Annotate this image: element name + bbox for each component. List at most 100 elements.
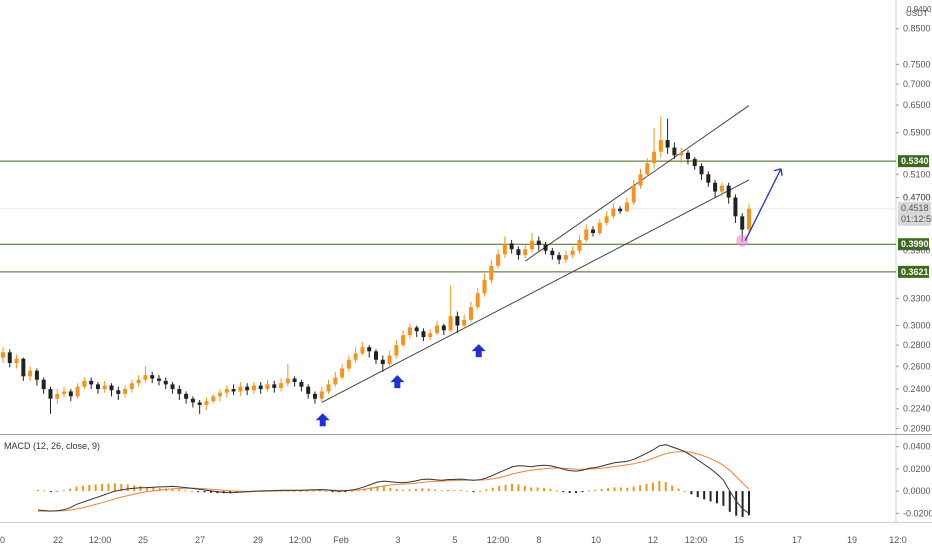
candle-body (468, 307, 473, 320)
macd-histogram-bar (453, 490, 456, 492)
candle-body (618, 208, 623, 212)
macd-histogram-bar (664, 482, 667, 492)
trendlines (321, 105, 750, 403)
macd-histogram-bar (62, 490, 65, 492)
macd-histogram-bar (312, 490, 315, 492)
macd-histogram-bar (197, 491, 200, 493)
candle-body (218, 392, 223, 397)
candle-body (401, 335, 406, 346)
candle-body (360, 347, 365, 354)
macd-histogram-bar (81, 485, 84, 492)
macd-histogram-bar (427, 488, 430, 492)
candle-body (591, 229, 596, 234)
candle-body (367, 347, 372, 352)
candle-body (374, 351, 378, 360)
candle-body (14, 358, 19, 363)
time-tick-label: 12:00 (89, 535, 112, 545)
time-tick-label: 12:0 (889, 535, 907, 545)
candle-body (713, 182, 718, 192)
macd-histogram-bar (235, 491, 238, 493)
macd-histogram-bar (632, 486, 635, 492)
candle-body (740, 216, 745, 230)
trendline-upper (524, 105, 750, 262)
candle-body (251, 385, 256, 391)
candle-body (624, 202, 629, 212)
macd-tick-label: 0.0400 (903, 442, 931, 452)
candle-body (509, 243, 514, 250)
candle-body (156, 378, 161, 381)
macd-histogram-bar (568, 491, 571, 493)
macd-histogram-bar (376, 486, 379, 492)
candle-body (211, 396, 216, 402)
candle-body (448, 316, 453, 331)
candle-body (224, 389, 229, 393)
macd-signal-line (38, 451, 750, 512)
macd-histogram-bar (677, 488, 680, 492)
macd-histogram-bar (318, 490, 321, 492)
price-tick-label: 0.2400 (903, 384, 931, 394)
macd-line (37, 444, 750, 514)
macd-histogram-bar (325, 490, 328, 492)
candle-body (279, 383, 284, 388)
macd-histogram-bar (382, 486, 385, 492)
candle-body (299, 382, 304, 387)
macd-histogram-bar (190, 491, 193, 493)
macd-histogram-bar (575, 491, 578, 494)
macd-histogram-bar (402, 489, 405, 492)
level-tag-label: 0.3621 (901, 267, 929, 277)
macd-histogram-bar (607, 488, 610, 492)
macd-histogram-bar (446, 489, 449, 492)
candle-body (380, 359, 385, 365)
candle-body (638, 174, 643, 186)
macd-histogram-bar (331, 491, 334, 493)
candle-body (523, 249, 528, 256)
macd-histogram-bar (184, 490, 187, 492)
macd-histogram-bar (594, 489, 597, 492)
macd-histogram-bar (536, 487, 539, 492)
candle-body (265, 384, 270, 390)
candle-body (462, 319, 467, 326)
level-tag (898, 238, 929, 251)
candle-body (190, 398, 195, 403)
time-tick-label: 27 (195, 535, 205, 545)
candle-body (699, 166, 704, 175)
candle-body (719, 185, 724, 192)
macd-histogram-bar (459, 490, 462, 492)
macd-histogram-bar (735, 491, 738, 516)
macd-histogram-bar (126, 484, 129, 492)
candle-body (563, 255, 568, 260)
level-tag (898, 155, 929, 168)
price-tick-label: 0.2090 (903, 423, 931, 433)
macd-histogram-bar (543, 487, 546, 492)
macd-histogram-bar (75, 486, 78, 492)
up-arrow-icon (315, 413, 330, 427)
macd-histogram-bar (466, 490, 469, 492)
candle-body (475, 293, 480, 308)
macd-histogram-bar (619, 487, 622, 492)
candle-body (319, 391, 324, 399)
macd-histogram-bar (715, 491, 718, 504)
macd-histogram-bar (645, 483, 648, 492)
price-tick-label: 0.2600 (903, 361, 931, 371)
time-tick-label: 12:00 (685, 535, 708, 545)
macd-histogram-bar (209, 491, 212, 493)
candle-body (41, 379, 46, 390)
macd-histogram-bar (158, 487, 161, 492)
macd-histogram-bar (639, 485, 642, 492)
macd-histogram-bar (709, 491, 712, 502)
price-tick-label: 0.5900 (903, 128, 931, 138)
macd-histogram-bar (587, 490, 590, 492)
level-tag (898, 265, 929, 278)
candle-body (306, 386, 311, 394)
up-arrow-icon (471, 344, 486, 358)
time-tick-label: 5 (452, 535, 457, 545)
candle-body (28, 370, 33, 377)
candle-body (21, 358, 26, 377)
macd-histogram-bar (517, 484, 520, 492)
candle-body (685, 152, 690, 160)
time-tick-label: 15 (734, 535, 744, 545)
candle-body (502, 243, 507, 255)
macd-histogram-bar (101, 484, 104, 492)
candle-body (645, 163, 650, 175)
